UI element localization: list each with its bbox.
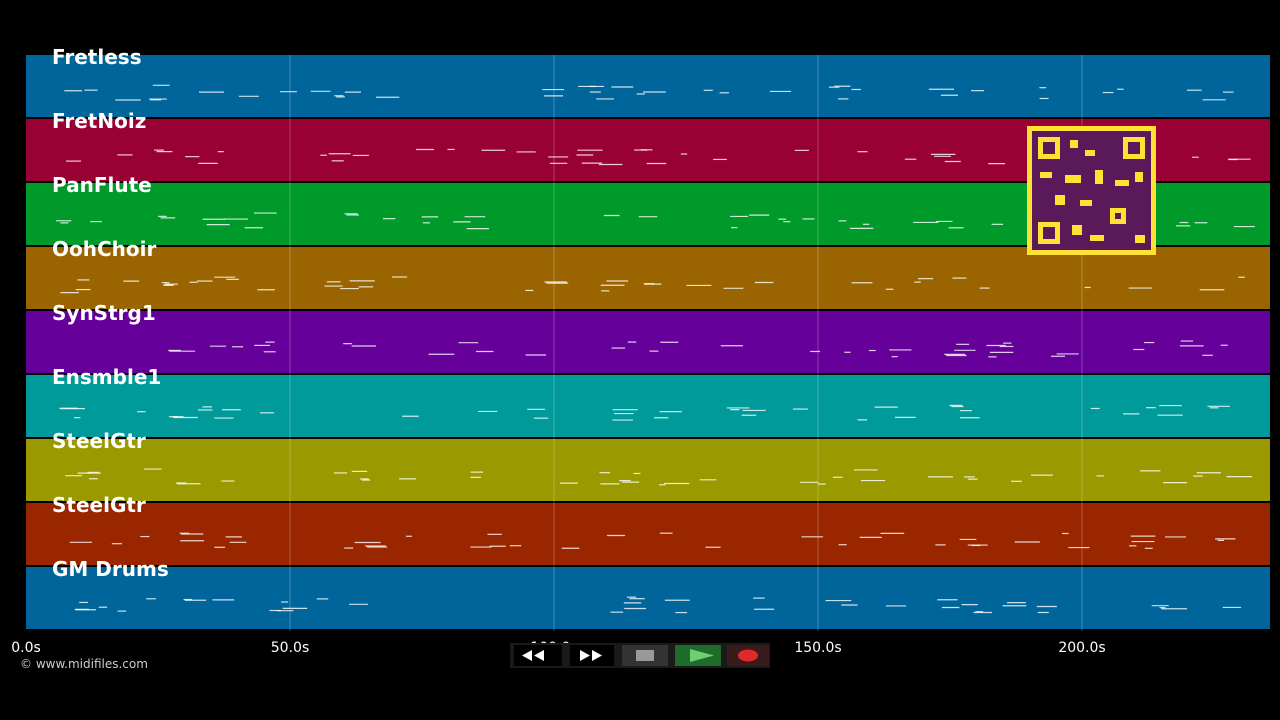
record-button[interactable] [727,645,769,666]
time-tick-label: 0.0s [11,640,41,656]
transport-controls [510,643,770,668]
copyright: © www.midifiles.com [20,657,148,671]
time-tick-label: 50.0s [271,640,309,656]
track-lane [26,439,1270,501]
track-name: SynStrg1 [52,301,156,325]
qr-code [1027,126,1156,255]
rewind-button[interactable] [514,645,562,666]
track-name: GM Drums [52,557,169,581]
track-lane [26,567,1270,629]
forward-button[interactable] [570,645,614,666]
track-name: SteelGtr [52,493,146,517]
play-button[interactable] [675,645,721,666]
track-lane [26,311,1270,373]
track-name: OohChoir [52,237,156,261]
track-lane [26,503,1270,565]
track-name: PanFlute [52,173,152,197]
track-name: Ensmble1 [52,365,161,389]
time-tick-label: 150.0s [794,640,841,656]
stop-button[interactable] [622,645,668,666]
time-tick-label: 200.0s [1058,640,1105,656]
track-lane [26,375,1270,437]
track-lane [26,55,1270,117]
track-name: SteelGtr [52,429,146,453]
track-lane [26,247,1270,309]
track-name: Fretless [52,45,142,69]
track-name: FretNoiz [52,109,146,133]
track-area: Fretless FretNoiz PanFlute OohChoir SynStrg1… [26,45,1270,631]
